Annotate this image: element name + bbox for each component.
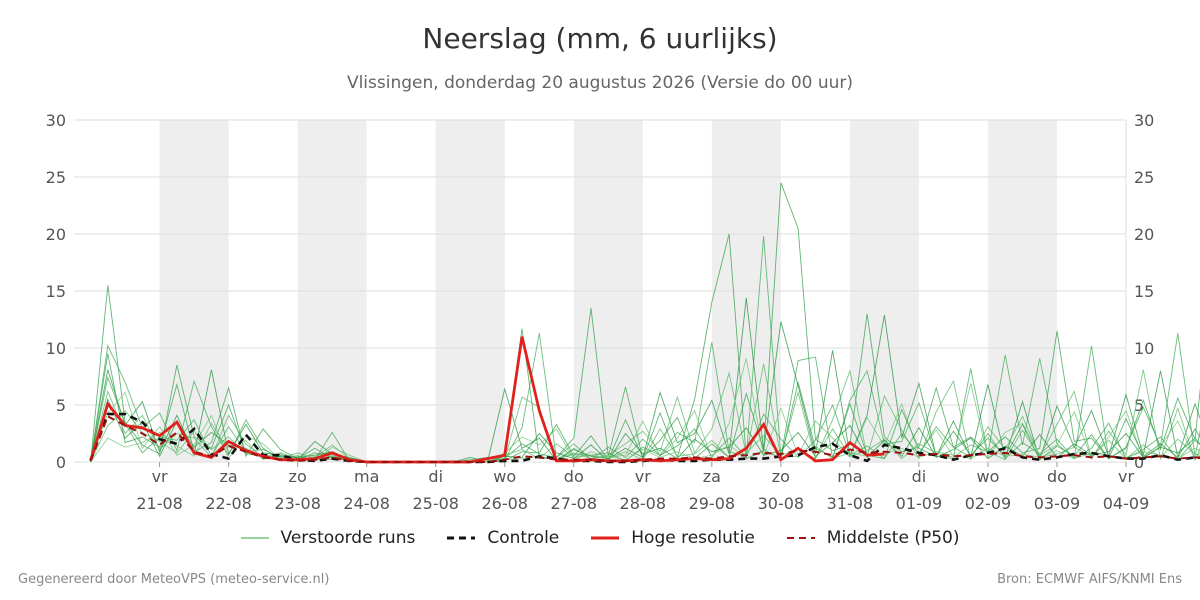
x-tick-day-23-08: zo (289, 467, 307, 486)
legend-item-middelste-p50[interactable]: Middelste (P50) (786, 528, 960, 548)
x-tick-day-26-08: wo (493, 467, 516, 486)
x-tick-date-23-08: 23-08 (274, 494, 321, 513)
chart-legend: Verstoorde runs Controle Hoge resolutie … (0, 528, 1200, 548)
y-tick-right-25: 25 (1134, 168, 1154, 187)
y-tick-right-20: 20 (1134, 225, 1154, 244)
x-tick-date-29-08: 29-08 (689, 494, 736, 513)
footer-generated-by: Gegenereerd door MeteoVPS (meteo-service… (18, 572, 330, 587)
x-tick-date-25-08: 25-08 (412, 494, 459, 513)
legend-label-controle: Controle (487, 528, 560, 548)
x-tick-date-04-09: 04-09 (1103, 494, 1150, 513)
x-tick-date-24-08: 24-08 (343, 494, 390, 513)
y-tick-right-0: 0 (1134, 453, 1144, 472)
y-tick-right-15: 15 (1134, 282, 1154, 301)
x-tick-date-02-09: 02-09 (965, 494, 1012, 513)
legend-label-verstoorde-runs: Verstoorde runs (280, 528, 416, 548)
chart-subtitle: Vlissingen, donderdag 20 augustus 2026 (… (346, 73, 854, 93)
x-tick-date-21-08: 21-08 (136, 494, 183, 513)
x-tick-day-21-08: vr (152, 467, 168, 486)
y-tick-left-20: 20 (46, 225, 66, 244)
x-tick-date-01-09: 01-09 (896, 494, 943, 513)
y-tick-left-10: 10 (46, 339, 66, 358)
x-tick-day-27-08: do (564, 467, 584, 486)
series-line-hoge-resolutie (89, 336, 885, 464)
x-tick-date-03-09: 03-09 (1034, 494, 1081, 513)
legend-swatch-middelste-p50 (786, 537, 815, 539)
ensemble-member-8 (90, 397, 1200, 463)
x-tick-date-27-08: 27-08 (551, 494, 598, 513)
legend-item-controle[interactable]: Controle (447, 528, 559, 548)
x-tick-date-31-08: 31-08 (827, 494, 874, 513)
series-line-middelste-p50 (89, 414, 1200, 463)
y-tick-left-25: 25 (46, 168, 66, 187)
x-tick-day-02-09: wo (977, 467, 1000, 486)
y-tick-left-15: 15 (46, 282, 66, 301)
y-tick-right-30: 30 (1134, 111, 1154, 130)
y-tick-right-5: 5 (1134, 396, 1144, 415)
x-tick-day-31-08: ma (837, 467, 862, 486)
y-tick-left-30: 30 (46, 111, 66, 130)
x-tick-day-29-08: za (703, 467, 721, 486)
x-tick-day-04-09: vr (1118, 467, 1134, 486)
legend-swatch-controle (447, 536, 476, 540)
legend-label-hoge-resolutie: Hoge resolutie (631, 528, 755, 548)
ensemble-member-3 (90, 297, 1200, 463)
chart-title: Neerslag (mm, 6 uurlijks) (422, 22, 778, 55)
x-tick-date-26-08: 26-08 (481, 494, 528, 513)
x-tick-date-22-08: 22-08 (205, 494, 252, 513)
x-tick-date-28-08: 28-08 (620, 494, 667, 513)
y-tick-left-5: 5 (56, 396, 66, 415)
ensemble-member-7 (90, 375, 1200, 463)
y-tick-right-10: 10 (1134, 339, 1154, 358)
legend-item-hoge-resolutie[interactable]: Hoge resolutie (591, 528, 755, 548)
x-tick-day-25-08: di (428, 467, 443, 486)
legend-label-middelste-p50: Middelste (P50) (826, 528, 960, 548)
legend-item-verstoorde-runs[interactable]: Verstoorde runs (240, 528, 416, 548)
legend-swatch-verstoorde-runs (240, 537, 269, 539)
x-tick-day-28-08: vr (635, 467, 651, 486)
x-tick-day-01-09: di (912, 467, 927, 486)
x-tick-date-30-08: 30-08 (758, 494, 805, 513)
legend-swatch-hoge-resolutie (591, 536, 620, 540)
x-tick-day-03-09: do (1047, 467, 1067, 486)
y-tick-left-0: 0 (56, 453, 66, 472)
x-tick-day-30-08: zo (772, 467, 790, 486)
x-tick-day-24-08: ma (354, 467, 379, 486)
x-tick-day-22-08: za (220, 467, 238, 486)
footer-source: Bron: ECMWF AIFS/KNMI Ens (997, 572, 1182, 587)
